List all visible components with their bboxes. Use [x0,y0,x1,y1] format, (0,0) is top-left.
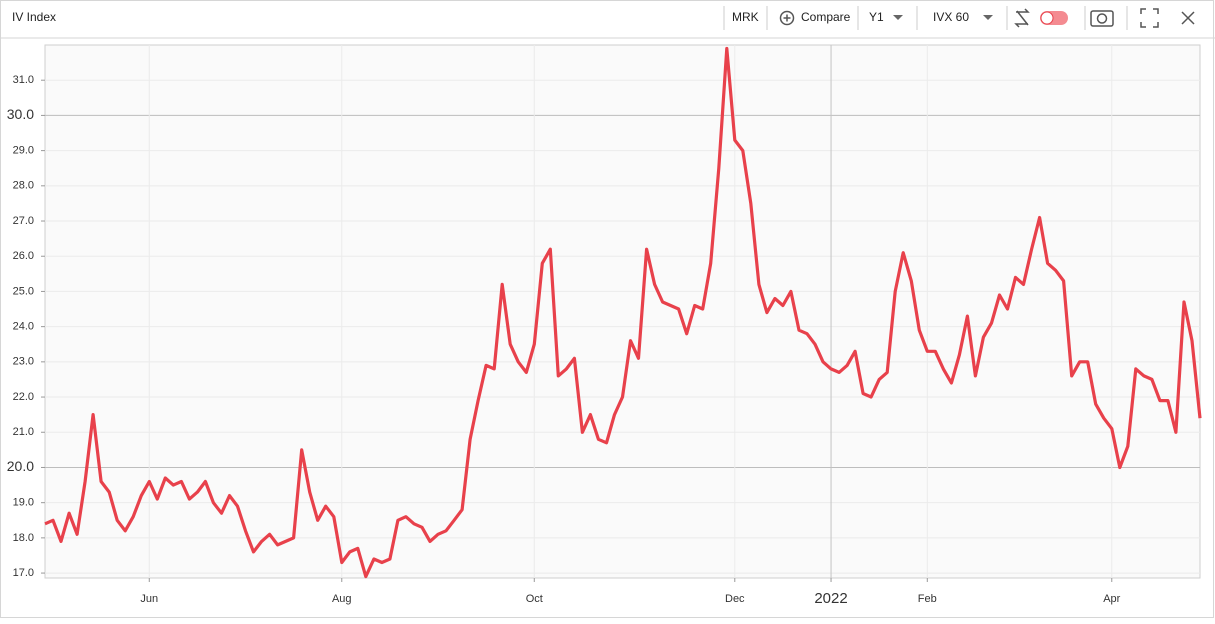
y-tick-label: 26.0 [13,250,34,262]
y-tick-label: 20.0 [7,458,34,474]
x-tick-label: Jun [140,593,158,605]
toolbar-separators [723,6,1128,30]
toggle-knob [1040,11,1054,25]
sync-icon[interactable] [1014,8,1030,28]
y-tick-label: 27.0 [13,215,34,227]
y-tick-label: 28.0 [13,180,34,192]
compare-button[interactable]: Compare [801,10,851,24]
period-caret[interactable] [893,15,903,20]
y-tick-label: 17.0 [13,567,34,579]
y-tick-label: 31.0 [13,74,34,86]
y-tick-label: 30.0 [7,106,34,122]
period-select[interactable]: Y1 [869,10,884,24]
y-tick-label: 23.0 [13,356,34,368]
series-line [44,46,1202,579]
x-tick-label: 2022 [814,590,847,607]
close-icon[interactable] [1181,11,1195,25]
y-tick-label: 18.0 [13,532,34,544]
y-tick-label: 29.0 [13,145,34,157]
compare-plus [783,14,791,22]
y-tick-label: 25.0 [13,285,34,297]
x-tick-label: Feb [918,593,937,605]
y-tick-label: 22.0 [13,391,34,403]
y-tick-label: 24.0 [13,321,34,333]
symbol[interactable]: MRK [732,10,759,24]
camera-icon[interactable] [1090,10,1114,27]
indicator-select[interactable]: IVX 60 [933,10,969,24]
x-tick-label: Oct [526,593,543,605]
x-tick-label: Dec [725,593,745,605]
indicator-caret[interactable] [983,15,993,20]
x-tick-label: Apr [1103,593,1120,605]
chart-title: IV Index [12,10,56,24]
y-tick-label: 21.0 [13,426,34,438]
y-tick-label: 19.0 [13,497,34,509]
compare-icon[interactable] [779,10,795,26]
plot-area [44,44,1201,579]
camera-lens [1096,13,1108,24]
x-tick-label: Aug [332,593,352,605]
fullscreen-icon[interactable] [1140,8,1159,28]
